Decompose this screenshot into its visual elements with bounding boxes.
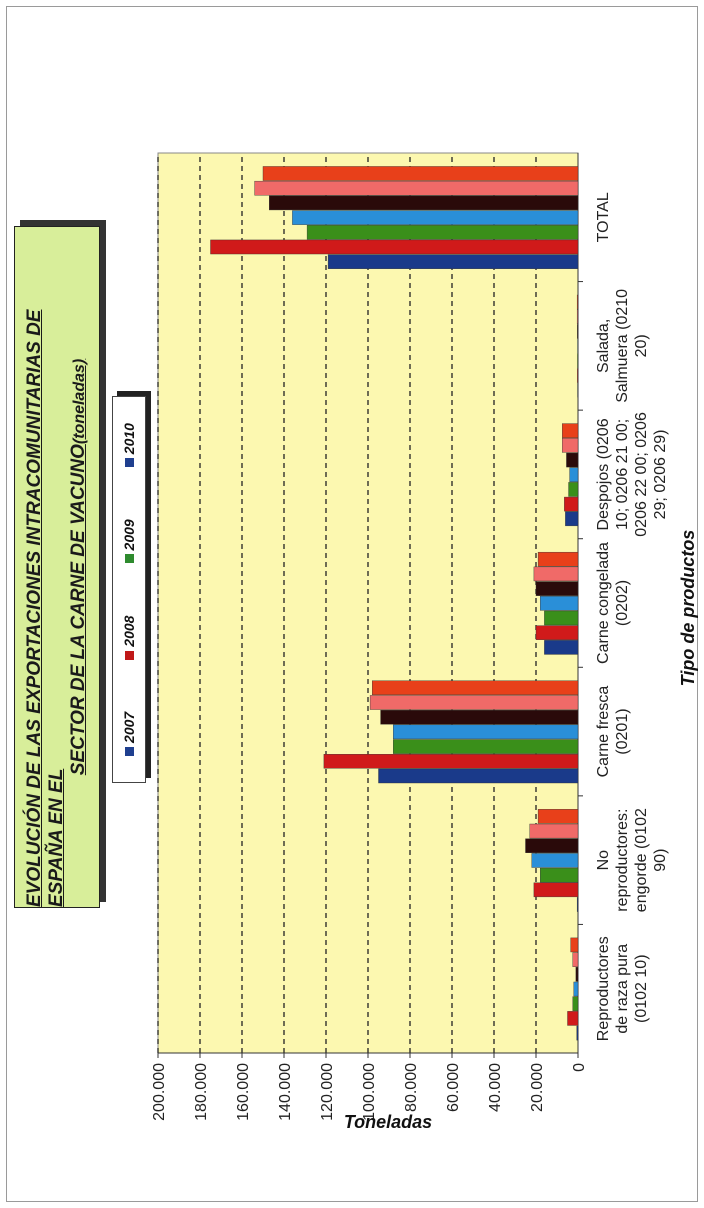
x-tick-label: 10; 0206 21 00;	[614, 419, 631, 530]
y-tick-label: 180.000	[193, 1063, 210, 1121]
bar	[540, 596, 579, 611]
x-tick-label: (0202)	[614, 580, 631, 626]
legend-label: 2007	[121, 711, 137, 743]
x-tick-label: (0201)	[614, 708, 631, 754]
bar	[568, 482, 579, 497]
bar	[269, 195, 579, 211]
x-tick-label: 90)	[652, 849, 669, 872]
chart-title-suffix: (toneladas)	[70, 358, 88, 445]
y-tick-label: 40.000	[487, 1063, 504, 1112]
legend: 2007 2008 2009 2010	[112, 396, 146, 783]
bar	[565, 511, 579, 527]
bar	[254, 180, 579, 196]
bar	[323, 754, 579, 769]
legend-item-2009: 2009	[121, 519, 137, 564]
bar	[537, 809, 579, 824]
bar	[544, 610, 579, 626]
bar	[525, 838, 579, 853]
bar	[533, 566, 579, 582]
y-tick-label: 120.000	[319, 1063, 336, 1121]
y-tick-label: 100.000	[361, 1063, 378, 1121]
chart-title-line2-text: SECTOR DE LA CARNE DE VACUNO	[67, 444, 89, 776]
bar	[572, 996, 579, 1011]
x-tick-label: 29; 0206 29)	[652, 429, 669, 519]
legend-label: 2009	[121, 519, 137, 551]
x-tick-label: Despojos (0206	[595, 418, 612, 530]
bar	[306, 225, 579, 240]
y-tick-label: 160.000	[235, 1063, 252, 1121]
bar	[292, 210, 579, 225]
legend-swatch	[124, 554, 134, 564]
y-tick-label: 200.000	[151, 1063, 168, 1121]
chart-title-box: EVOLUCIÓN DE LAS EXPORTACIONES INTRACOMU…	[14, 226, 100, 908]
x-tick-label: engorde (0102	[633, 808, 650, 912]
x-tick-label: (0102 10)	[633, 954, 650, 1023]
y-axis-title: Toneladas	[344, 1112, 432, 1132]
bar	[569, 467, 579, 482]
bar	[577, 353, 579, 369]
bar	[562, 423, 579, 438]
bar	[540, 867, 579, 883]
x-axis-title: Tipo de productos	[678, 530, 698, 687]
chart-title-line2: SECTOR DE LA CARNE DE VACUNO(toneladas)	[68, 359, 91, 775]
y-tick-label: 140.000	[277, 1063, 294, 1121]
legend-item-2008: 2008	[121, 616, 137, 660]
bar	[378, 768, 579, 784]
x-tick-label: reproductores:	[614, 809, 631, 912]
legend-item-2007: 2007	[121, 712, 137, 756]
bar	[529, 823, 579, 839]
bar	[537, 551, 579, 567]
x-tick-label: Carne congelada	[595, 542, 612, 664]
bar	[564, 496, 579, 512]
x-tick-label: Carne fresca	[595, 686, 612, 778]
bar	[572, 952, 579, 967]
x-tick-label: de raza pura	[614, 944, 631, 1034]
bar	[535, 625, 579, 640]
bar	[372, 680, 579, 696]
x-tick-label: Salmuera (0210	[614, 289, 631, 403]
legend-label: 2008	[121, 615, 137, 647]
bar	[576, 897, 579, 912]
bar	[393, 739, 579, 754]
bar	[577, 324, 579, 339]
bar	[575, 967, 579, 982]
x-tick-label: Reproductores	[595, 936, 612, 1041]
bar	[570, 937, 579, 953]
y-tick-label: 80.000	[403, 1063, 420, 1112]
y-tick-label: 0	[571, 1063, 588, 1072]
legend-swatch	[124, 458, 134, 468]
bar	[535, 581, 579, 596]
bar	[566, 452, 579, 468]
legend-label: 2010	[121, 423, 137, 455]
y-tick-label: 60.000	[445, 1063, 462, 1112]
bar	[544, 640, 579, 655]
bar	[562, 438, 579, 453]
bar	[262, 166, 579, 181]
bar	[533, 882, 579, 898]
bar	[531, 853, 579, 868]
bar	[380, 709, 579, 725]
x-tick-label: 20)	[633, 334, 650, 357]
chart-title-line1: EVOLUCIÓN DE LAS EXPORTACIONES INTRACOMU…	[23, 309, 67, 907]
bar	[573, 981, 579, 997]
x-tick-label: No	[595, 850, 612, 871]
legend-swatch	[124, 746, 134, 756]
bar	[369, 695, 579, 710]
bar	[576, 294, 579, 310]
bar	[210, 239, 579, 255]
x-tick-label: 0206 22 00; 0206	[633, 412, 650, 537]
bar	[576, 1025, 579, 1041]
y-tick-label: 20.000	[529, 1063, 546, 1112]
bar	[576, 309, 579, 325]
bar	[567, 1011, 579, 1026]
legend-swatch	[124, 650, 134, 660]
x-tick-label: TOTAL	[595, 192, 612, 242]
legend-item-2010: 2010	[121, 423, 137, 468]
bar	[393, 724, 579, 740]
bar	[577, 368, 579, 383]
x-tick-label: Salada,	[595, 319, 612, 373]
bar	[327, 254, 579, 269]
